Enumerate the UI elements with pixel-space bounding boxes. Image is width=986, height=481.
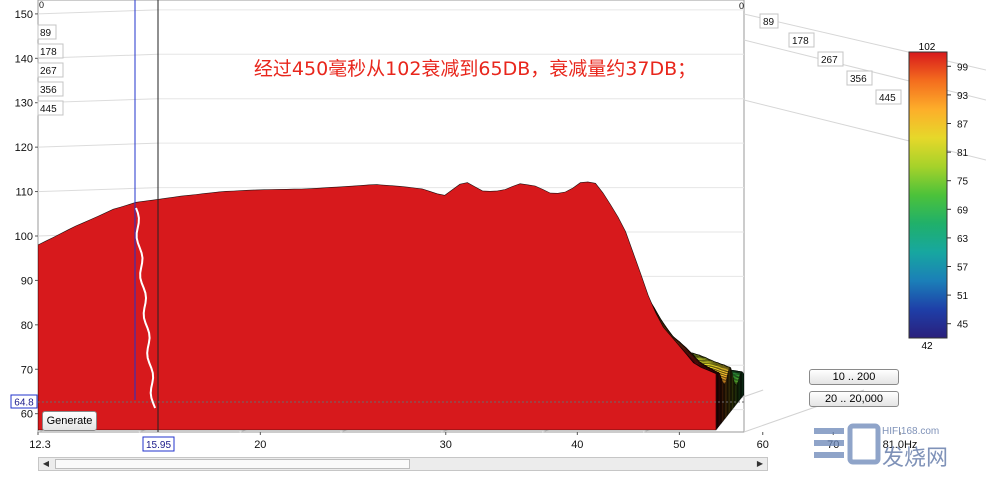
x-tick-label: 60 xyxy=(757,439,769,451)
horizontal-scrollbar[interactable]: ◀ ▶ xyxy=(38,457,768,471)
time-tick-right-label: 356 xyxy=(850,74,867,85)
time-axis-ticks-left: 0 89 178 267 356 445 xyxy=(37,0,64,116)
colorbar-tick-label: 81 xyxy=(957,148,969,159)
colorbar-max-label: 102 xyxy=(919,42,936,53)
y-tick-label: 140 xyxy=(15,53,33,65)
time-tick-label: 0 xyxy=(39,0,44,10)
y-tick-label: 80 xyxy=(21,320,33,332)
time-tick-right-label: 445 xyxy=(879,93,896,104)
cursor-y-label: 64.8 xyxy=(14,398,34,409)
cursor-x-label: 15.95 xyxy=(146,440,171,451)
colorbar-tick-label: 51 xyxy=(957,291,969,302)
colorbar-ticks: 99 93 87 81 75 69 63 57 51 45 xyxy=(947,62,969,331)
colorbar-min-label: 42 xyxy=(921,341,933,352)
colorbar-tick-label: 57 xyxy=(957,263,969,274)
y-tick-label: 110 xyxy=(15,187,33,199)
range-high-button[interactable]: 20 .. 20,000 xyxy=(809,391,899,407)
waterfall-slices xyxy=(38,181,744,431)
time-tick-right-label: 267 xyxy=(821,55,838,66)
watermark: HIFI168.com 发烧网 xyxy=(812,420,982,476)
time-tick-label: 267 xyxy=(40,66,57,77)
colorbar-tick-label: 87 xyxy=(957,120,969,131)
cursor-x-readout: 15.95 xyxy=(142,436,175,452)
waterfall-slice xyxy=(38,181,717,431)
colorbar-tick-label: 93 xyxy=(957,91,969,102)
x-tick-label: 50 xyxy=(673,439,685,451)
y-tick-label: 150 xyxy=(15,9,33,21)
y-tick-label: 100 xyxy=(15,231,33,243)
colorbar-tick-label: 75 xyxy=(957,177,969,188)
x-axis-ticks: 12.320304050607081.0Hz xyxy=(29,432,917,451)
scroll-left-icon[interactable]: ◀ xyxy=(42,459,50,468)
y-axis-ticks: 60 70 80 90 100 110 120 130 140 150 xyxy=(15,9,38,421)
generate-button[interactable]: Generate xyxy=(42,411,97,431)
x-tick-label: 81.0Hz xyxy=(883,439,918,451)
y-tick-label: 120 xyxy=(15,142,33,154)
y-tick-label: 130 xyxy=(15,98,33,110)
time-tick-label: 356 xyxy=(40,85,57,96)
time-tick-label: 178 xyxy=(40,47,57,58)
scrollbar-thumb[interactable] xyxy=(55,459,410,469)
color-scale-bar: 102 99 93 87 81 75 69 63 57 51 45 42 xyxy=(908,42,969,352)
x-tick-label: 30 xyxy=(440,439,452,451)
cursor-decay-trace xyxy=(135,207,157,409)
x-tick-label: 40 xyxy=(571,439,583,451)
watermark-site: HIFI168.com xyxy=(882,426,940,437)
time-tick-label: 89 xyxy=(40,28,52,39)
y-tick-label: 90 xyxy=(21,275,33,287)
time-tick-right-label: 178 xyxy=(792,36,809,47)
colorbar-tick-label: 45 xyxy=(957,320,969,331)
time-tick-right-label: 89 xyxy=(763,17,775,28)
cursor-y-readout: 64.8 xyxy=(10,394,38,409)
x-tick-label: 20 xyxy=(254,439,266,451)
time-axis-ticks-right: 0 89 178 267 356 445 xyxy=(739,1,902,105)
y-tick-label: 70 xyxy=(21,364,33,376)
time-tick-label: 445 xyxy=(40,104,57,115)
watermark-brand: 发烧网 xyxy=(882,446,949,471)
colorbar-tick-label: 99 xyxy=(957,62,969,73)
hifi-logo-icon xyxy=(814,423,881,465)
y-tick-label: 60 xyxy=(21,409,33,421)
scroll-right-icon[interactable]: ▶ xyxy=(756,459,764,468)
range-low-button[interactable]: 10 .. 200 xyxy=(809,369,899,385)
colorbar-tick-label: 69 xyxy=(957,205,969,216)
x-tick-label: 12.3 xyxy=(29,439,50,451)
colorbar-tick-label: 63 xyxy=(957,234,969,245)
time-tick-right-label: 0 xyxy=(739,1,744,11)
chart-annotation: 经过450毫秒从102衰减到65DB，衰减量约37DB； xyxy=(254,58,696,80)
colorbar-gradient xyxy=(908,51,948,339)
